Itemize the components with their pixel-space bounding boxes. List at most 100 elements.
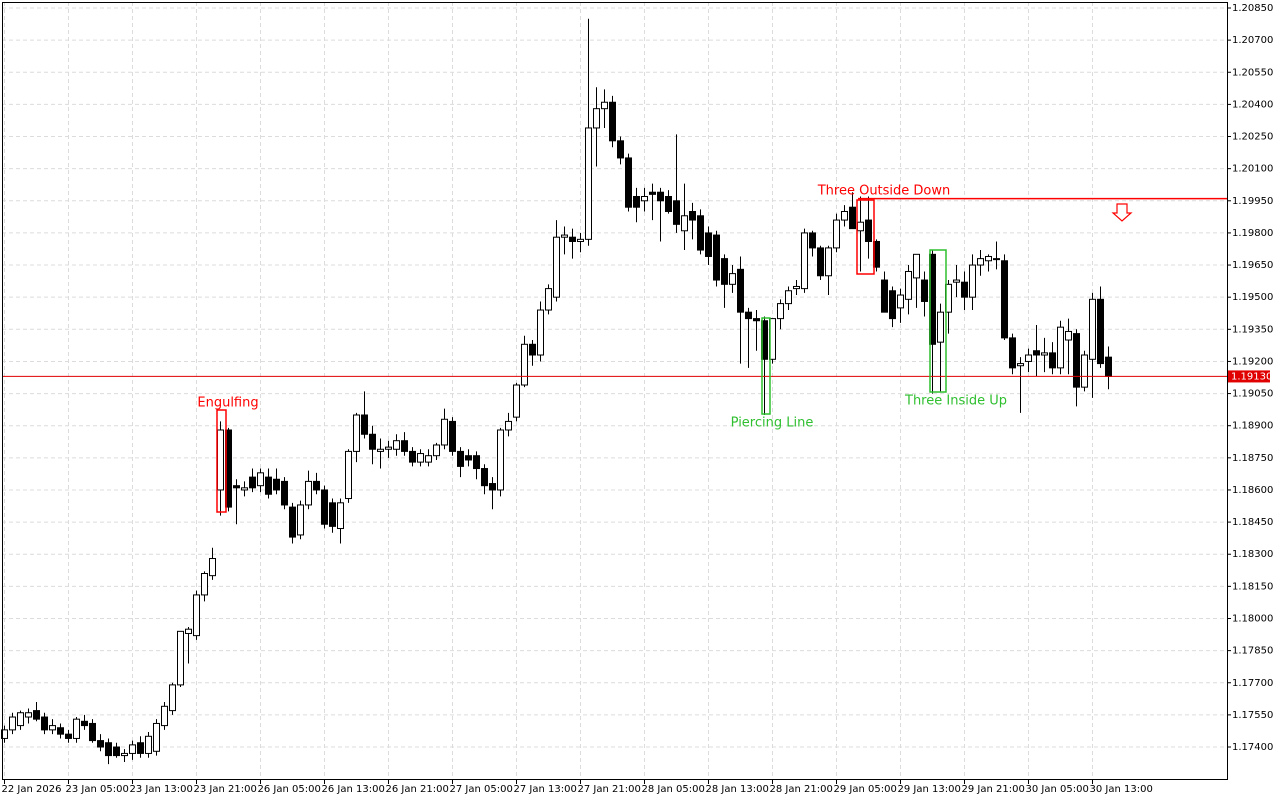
- y-tick-label: 1.19800: [1232, 228, 1273, 239]
- pattern-label: Engulfing: [197, 396, 258, 411]
- x-tick-label: 22 Jan 2026: [2, 784, 62, 795]
- x-tick-label: 28 Jan 13:00: [706, 784, 769, 795]
- candle-body: [961, 281, 968, 298]
- candle-body: [985, 255, 992, 262]
- candle-body: [289, 506, 296, 538]
- candle-body: [329, 502, 336, 527]
- candle-body: [969, 264, 976, 298]
- candle-body: [1009, 337, 1016, 369]
- y-tick-label: 1.20400: [1232, 99, 1273, 110]
- y-tick-label: 1.19350: [1232, 324, 1273, 335]
- candle-body: [809, 232, 816, 249]
- candle-body: [17, 712, 24, 727]
- candle-body: [921, 279, 928, 302]
- y-tick-label: 1.18750: [1232, 453, 1273, 464]
- candle-body: [513, 384, 520, 418]
- candle-body: [1065, 330, 1072, 341]
- candle-body: [1081, 354, 1088, 388]
- candle-body: [193, 594, 200, 637]
- candle-body: [601, 101, 608, 110]
- x-tick-label: 29 Jan 05:00: [834, 784, 897, 795]
- y-tick-label: 1.20550: [1232, 67, 1273, 78]
- candle-body: [641, 196, 648, 202]
- candle-body: [161, 705, 168, 727]
- y-tick-label: 1.20250: [1232, 132, 1273, 143]
- candle-body: [785, 290, 792, 305]
- y-tick-label: 1.17700: [1232, 678, 1273, 689]
- candle-body: [689, 210, 696, 221]
- candle-body: [777, 303, 784, 320]
- candle-body: [233, 485, 240, 489]
- candle-body: [593, 108, 600, 129]
- candle-body: [697, 215, 704, 251]
- x-tick-label: 23 Jan 05:00: [66, 784, 129, 795]
- candle-body: [737, 268, 744, 313]
- candle-body: [993, 258, 1000, 261]
- candle-body: [481, 468, 488, 487]
- candle-body: [801, 232, 808, 290]
- x-tick-label: 26 Jan 21:00: [386, 784, 449, 795]
- candle-body: [1057, 326, 1064, 369]
- y-tick-label: 1.18150: [1232, 581, 1273, 592]
- candle-body: [753, 318, 760, 322]
- y-tick-label: 1.17850: [1232, 646, 1273, 657]
- x-tick-label: 28 Jan 21:00: [770, 784, 833, 795]
- pattern-bracket: [856, 199, 875, 275]
- candle-body: [913, 253, 920, 279]
- candle-body: [665, 196, 672, 212]
- candle-body: [337, 502, 344, 530]
- x-tick-label: 23 Jan 21:00: [194, 784, 257, 795]
- candle-body: [313, 480, 320, 491]
- candle-body: [537, 309, 544, 356]
- candle-body: [833, 219, 840, 249]
- candle-body: [745, 311, 752, 320]
- candle-body: [625, 157, 632, 208]
- candle-body: [129, 744, 136, 754]
- candle-body: [105, 742, 112, 757]
- candle-body: [377, 448, 384, 452]
- candle-body: [897, 294, 904, 309]
- candle-body: [865, 219, 872, 242]
- candle-body: [369, 433, 376, 450]
- candle-body: [977, 258, 984, 266]
- candle-body: [905, 270, 912, 300]
- candle-body: [1097, 298, 1104, 365]
- candle-body: [393, 440, 400, 450]
- candle-body: [1001, 260, 1008, 339]
- candle-body: [201, 573, 208, 596]
- y-tick-label: 1.18300: [1232, 549, 1273, 560]
- candle-body: [553, 236, 560, 298]
- current-price-label: 1.19130: [1231, 371, 1272, 382]
- candle-body: [97, 740, 104, 748]
- candle-body: [49, 725, 56, 731]
- candle-body: [1041, 352, 1048, 356]
- candle-body: [793, 285, 800, 290]
- candle-body: [9, 716, 16, 731]
- candle-body: [457, 450, 464, 467]
- candle-body: [305, 480, 312, 506]
- candle-body: [441, 418, 448, 446]
- candle-body: [177, 630, 184, 686]
- candle-body: [345, 450, 352, 500]
- candle-body: [433, 444, 440, 457]
- x-tick-label: 27 Jan 13:00: [514, 784, 577, 795]
- pattern-bracket: [216, 409, 227, 513]
- x-tick-label: 30 Jan 13:00: [1090, 784, 1153, 795]
- x-tick-label: 28 Jan 05:00: [642, 784, 705, 795]
- y-tick-label: 1.17550: [1232, 710, 1273, 721]
- candle-body: [649, 191, 656, 195]
- candle-body: [217, 429, 224, 491]
- candle-body: [1033, 350, 1040, 356]
- candle-body: [521, 343, 528, 386]
- candle-body: [937, 311, 944, 343]
- candle-body: [321, 489, 328, 525]
- candle-body: [1089, 298, 1096, 360]
- candle-body: [609, 101, 616, 142]
- y-tick-label: 1.20100: [1232, 164, 1273, 175]
- candle-body: [817, 247, 824, 277]
- candle-body: [153, 722, 160, 752]
- candle-body: [713, 234, 720, 281]
- candle-body: [577, 238, 584, 242]
